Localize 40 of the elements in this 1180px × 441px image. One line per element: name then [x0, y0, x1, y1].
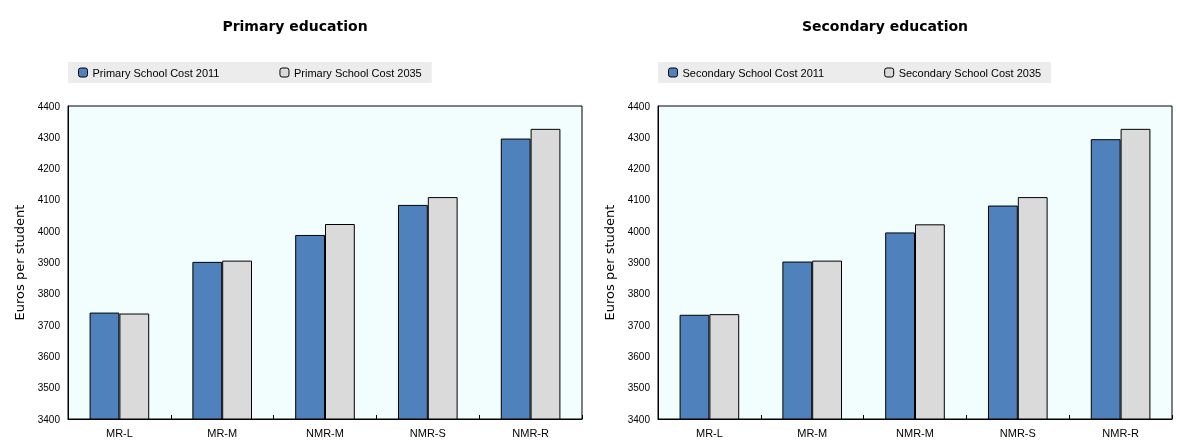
x-tick-label: MR-M — [797, 426, 828, 439]
y-tick-label: 4000 — [37, 225, 61, 237]
y-tick-label: 3700 — [627, 319, 651, 331]
x-tick-label: MR-L — [105, 426, 133, 439]
y-axis-title: Euros per student — [602, 204, 617, 321]
x-tick-label: MR-L — [695, 426, 723, 439]
y-tick-label: 3900 — [627, 257, 651, 268]
y-tick-label: 3400 — [37, 413, 61, 425]
x-tick-label: NMR-S — [999, 426, 1036, 439]
y-tick-label: 4400 — [627, 100, 651, 112]
y-axis-title: Euros per student — [12, 204, 27, 321]
x-tick-label: NMR-R — [512, 426, 549, 439]
y-tick-label: 3800 — [627, 288, 651, 300]
x-tick-label: NMR-M — [306, 426, 344, 439]
legend-label: Primary School Cost 2011 — [92, 66, 220, 79]
y-tick-label: 4200 — [37, 163, 61, 175]
chart-title: Secondary education — [801, 18, 969, 34]
chart-title: Primary education — [222, 18, 368, 34]
y-tick-label: 3800 — [37, 288, 61, 300]
y-tick-label: 3600 — [627, 350, 651, 362]
legend-label: Secondary School Cost 2035 — [898, 66, 1042, 79]
y-tick-label: 4400 — [37, 100, 61, 112]
x-tick-label: NMR-R — [1102, 426, 1139, 439]
legend-label: Secondary School Cost 2011 — [682, 66, 825, 79]
y-tick-label: 3500 — [37, 382, 61, 394]
x-tick-label: NMR-M — [896, 426, 934, 439]
y-tick-label: 4300 — [627, 131, 651, 143]
y-tick-label: 4200 — [627, 163, 651, 175]
y-tick-label: 3900 — [37, 257, 61, 268]
y-tick-label: 4100 — [37, 194, 61, 206]
y-tick-label: 3500 — [627, 382, 651, 394]
y-tick-label: 4100 — [627, 194, 651, 206]
y-tick-label: 4000 — [627, 225, 651, 237]
x-tick-label: NMR-S — [409, 426, 446, 439]
y-tick-label: 4300 — [37, 131, 61, 143]
x-tick-label: MR-M — [207, 426, 238, 439]
y-tick-label: 3600 — [37, 350, 61, 362]
y-tick-label: 3400 — [627, 413, 651, 425]
y-tick-label: 3700 — [37, 319, 61, 331]
legend-label: Primary School Cost 2035 — [293, 66, 422, 79]
